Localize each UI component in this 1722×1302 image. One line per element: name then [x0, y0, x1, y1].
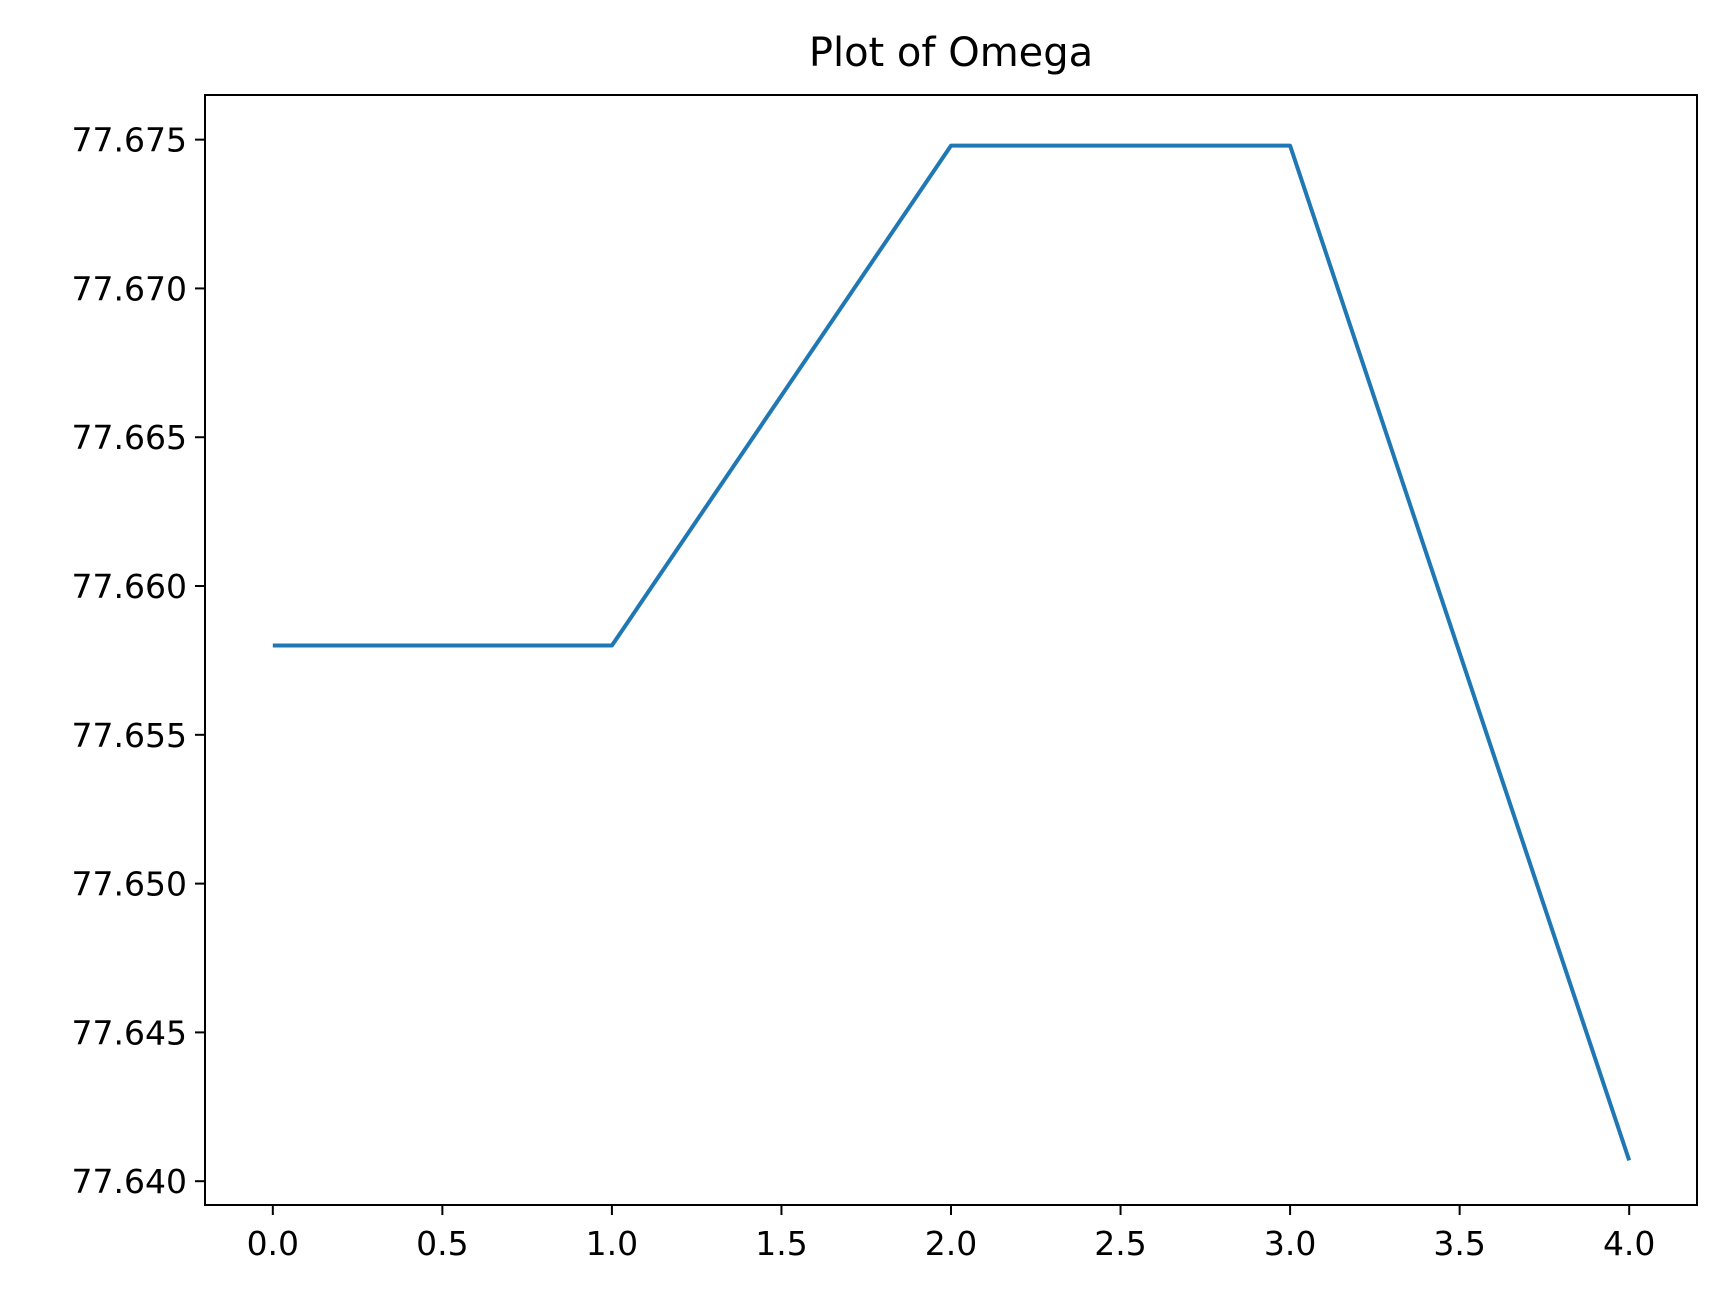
- y-tick-label: 77.665: [72, 418, 187, 457]
- x-tick-label: 3.0: [1264, 1224, 1316, 1263]
- x-axis: 0.0 0.5 1.0 1.5 2.0 2.5 3.0 3.5 4.0: [247, 1205, 1655, 1263]
- x-tick-label: 4.0: [1603, 1224, 1655, 1263]
- chart-title: Plot of Omega: [809, 30, 1093, 76]
- x-tick-label: 1.5: [755, 1224, 807, 1263]
- y-tick-label: 77.660: [72, 567, 187, 606]
- x-tick-label: 0.0: [247, 1224, 299, 1263]
- y-tick-label: 77.670: [72, 269, 187, 308]
- x-tick-label: 1.0: [586, 1224, 638, 1263]
- x-tick-label: 0.5: [416, 1224, 468, 1263]
- x-tick-label: 2.5: [1094, 1224, 1146, 1263]
- y-tick-label: 77.640: [72, 1162, 187, 1201]
- plot-area: [272, 143, 1632, 1161]
- axes-frame: [204, 94, 1698, 1206]
- y-axis: 77.640 77.645 77.650 77.655 77.660 77.665 77.6…: [72, 121, 205, 1201]
- y-tick-label: 77.645: [72, 1013, 187, 1052]
- x-tick-label: 3.5: [1433, 1224, 1485, 1263]
- x-tick-label: 2.0: [925, 1224, 977, 1263]
- y-tick-label: 77.650: [72, 865, 187, 904]
- y-tick-label: 77.655: [72, 716, 187, 755]
- series-line: [272, 143, 1632, 1161]
- y-tick-label: 77.675: [72, 121, 187, 160]
